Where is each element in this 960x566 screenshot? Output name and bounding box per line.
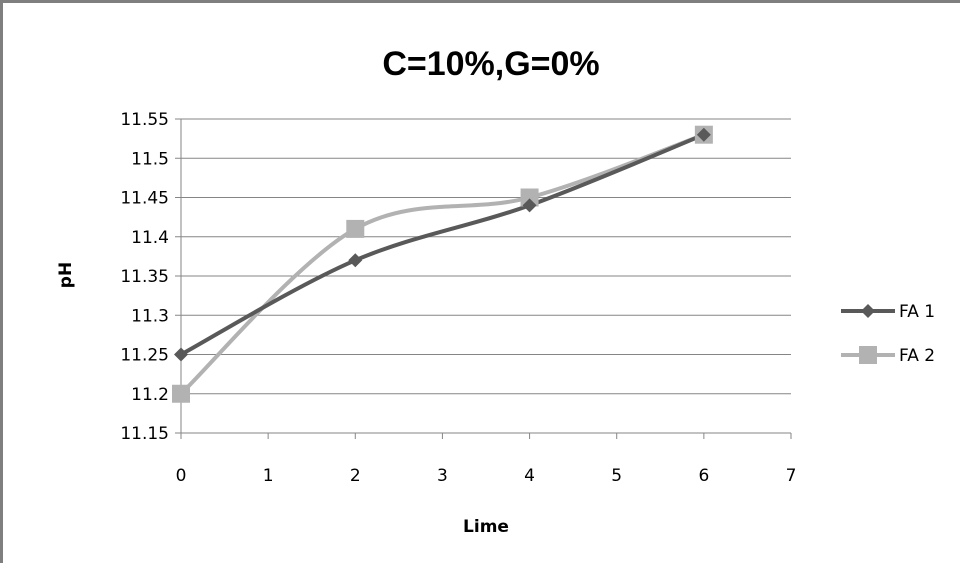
y-tick-label: 11.3 — [131, 306, 169, 326]
tick-labels: 11.55 11.5 11.45 11.4 11.35 11.3 11.25 11.2 11.1… — [120, 110, 796, 486]
y-tick-label: 11.4 — [131, 228, 169, 248]
data-point-fa-2 — [520, 188, 539, 207]
x-tick-label: 0 — [176, 466, 187, 486]
x-tick-label: 7 — [786, 466, 797, 486]
gridlines — [181, 118, 791, 434]
y-tick-label: 11.45 — [120, 189, 169, 209]
series-lines — [179, 132, 706, 396]
x-tick-label: 1 — [263, 466, 274, 486]
series-line-fa-1 — [179, 132, 706, 357]
data-point-fa-1 — [522, 198, 537, 213]
y-axis-label: pH — [56, 262, 76, 288]
x-axis-label: Lime — [463, 517, 509, 537]
x-tick-label: 2 — [350, 466, 361, 486]
line-chart: C=10%,G=0% 11.5511.511.4511.411.3511.311… — [56, 45, 935, 537]
x-tick-label: 4 — [524, 466, 535, 486]
legend-marker-fa-2 — [859, 346, 877, 364]
axes — [175, 118, 792, 439]
series-line-fa-2 — [179, 132, 706, 396]
y-tick-label: 11.15 — [120, 424, 169, 444]
y-tick-label: 11.25 — [120, 346, 169, 366]
y-tick-label: 11.35 — [120, 267, 169, 287]
data-point-fa-2 — [172, 384, 190, 403]
data-point-fa-1 — [174, 347, 188, 362]
data-markers — [172, 125, 713, 403]
data-point-fa-2 — [346, 219, 365, 238]
chart-title: C=10%,G=0% — [382, 45, 599, 83]
x-tick-label: 3 — [437, 466, 448, 486]
data-point-fa-1 — [348, 253, 363, 268]
y-tick-label: 11.55 — [120, 110, 169, 130]
y-tick-label: 11.5 — [131, 149, 169, 169]
data-point-fa-1 — [696, 127, 711, 142]
legend-label-fa-1: FA 1 — [899, 302, 935, 322]
y-tick-label: 11.2 — [131, 385, 169, 405]
x-tick-label: 6 — [698, 466, 709, 486]
legend: FA 1 FA 2 — [841, 302, 935, 366]
x-tick-label: 5 — [611, 466, 622, 486]
legend-marker-fa-1 — [861, 304, 875, 318]
legend-label-fa-2: FA 2 — [899, 346, 935, 366]
